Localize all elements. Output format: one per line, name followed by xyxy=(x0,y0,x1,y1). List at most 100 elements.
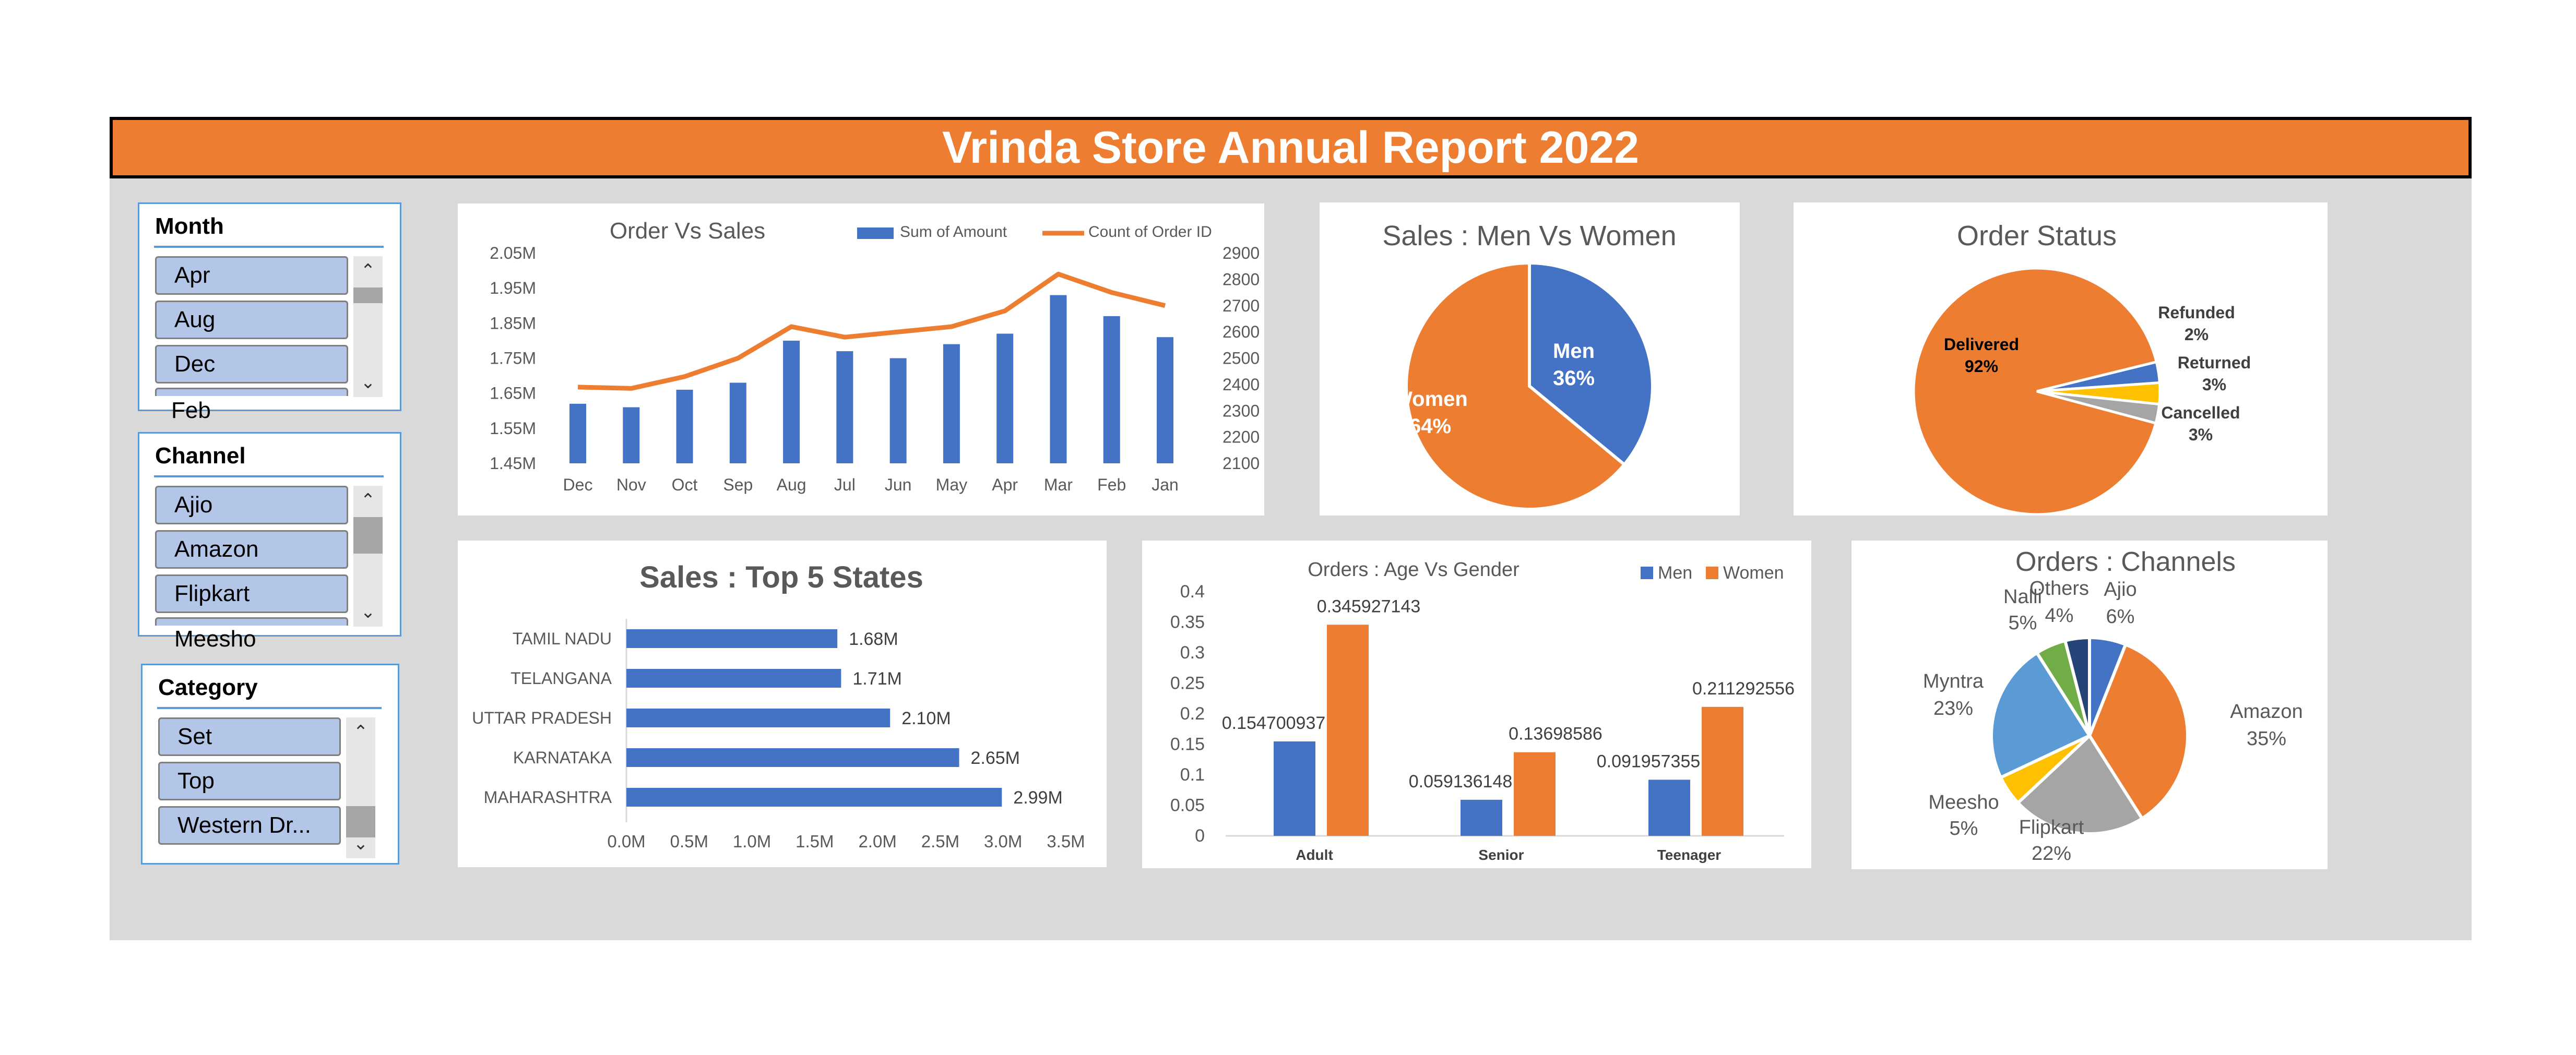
x-tick-label: Jun xyxy=(885,475,912,494)
legend-swatch-amount xyxy=(857,227,894,239)
slicer-item-meesho[interactable]: Meesho xyxy=(174,626,256,652)
x-tick-label: Jan xyxy=(1152,475,1179,494)
x-tick-label: 2.0M xyxy=(858,832,896,851)
status-slice xyxy=(1912,267,2158,516)
scrollbar-thumb[interactable] xyxy=(346,806,375,837)
chevron-down-icon[interactable]: ⌄ xyxy=(360,602,376,622)
chevron-down-icon[interactable]: ⌄ xyxy=(360,373,376,392)
scrollbar-thumb[interactable] xyxy=(353,517,383,554)
slicer-item-partial[interactable] xyxy=(155,388,348,396)
legend-label-amount: Sum of Amount xyxy=(900,223,1007,241)
data-label: Delivered xyxy=(1944,335,2019,354)
channel-slice xyxy=(2015,733,2144,835)
bar-sales xyxy=(729,382,746,463)
month-slicer: Month Apr Aug Dec ⌃ ⌄ xyxy=(138,202,401,411)
chevron-up-icon[interactable]: ⌃ xyxy=(360,490,376,510)
divider xyxy=(154,246,384,248)
bar-sales xyxy=(1103,316,1120,463)
order-vs-sales-chart: Order Vs Sales Sum of Amount Count of Orde… xyxy=(490,218,1260,494)
data-label: 2.65M xyxy=(971,748,1020,768)
y-left-tick-label: 1.85M xyxy=(490,314,536,332)
scrollbar[interactable]: ⌃ ⌄ xyxy=(353,486,383,627)
data-label: Others xyxy=(2029,578,2089,600)
legend-label-men: Men xyxy=(1658,563,1692,583)
slicer-item-partial[interactable] xyxy=(155,617,348,626)
slicer-item-apr[interactable]: Apr xyxy=(155,256,348,295)
y-right-tick-label: 2700 xyxy=(1222,296,1260,315)
bar-state xyxy=(626,669,841,688)
y-right-tick-label: 2200 xyxy=(1222,428,1260,447)
bar-women xyxy=(1327,625,1369,836)
bar-sales xyxy=(783,340,800,463)
channel-slice xyxy=(2087,642,2189,821)
x-tick-label: 3.5M xyxy=(1047,832,1085,851)
bar-sales xyxy=(943,344,960,463)
data-label: 92% xyxy=(1965,357,1998,376)
y-tick-label: KARNATAKA xyxy=(513,748,612,767)
y-left-tick-label: 1.75M xyxy=(490,349,536,368)
x-tick-label: Teenager xyxy=(1657,847,1722,863)
slicer-title: Month xyxy=(155,213,224,239)
slicer-item-flipkart[interactable]: Flipkart xyxy=(155,574,348,613)
x-tick-label: Feb xyxy=(1097,475,1126,494)
line-orders xyxy=(577,271,1166,391)
x-tick-label: Apr xyxy=(992,475,1018,494)
chevron-down-icon[interactable]: ⌄ xyxy=(353,834,369,854)
bar-women xyxy=(1514,752,1556,836)
x-tick-label: May xyxy=(936,475,967,494)
x-tick-label: Sep xyxy=(723,475,753,494)
channel-slicer: Channel Ajio Amazon Flipkart ⌃ ⌄ xyxy=(138,432,401,637)
y-tick-label: TAMIL NADU xyxy=(513,629,612,648)
slicer-item-top[interactable]: Top xyxy=(158,762,341,800)
x-tick-label: Aug xyxy=(777,475,806,494)
category-slicer: Category Set Top Western Dr... ⌃ ⌄ xyxy=(141,664,399,865)
slicer-item-ajio[interactable]: Ajio xyxy=(155,486,348,524)
data-label: 1.68M xyxy=(849,629,898,649)
slicer-item-amazon[interactable]: Amazon xyxy=(155,530,348,569)
bar-sales xyxy=(1157,337,1173,463)
data-label: Amazon xyxy=(2230,701,2302,723)
y-tick-label: 0.4 xyxy=(1180,582,1205,602)
x-tick-label: 1.5M xyxy=(796,832,834,851)
data-label: Meesho xyxy=(1928,792,1999,813)
channels-card: Orders : Channels Ajio 6% Amazon 35% Flipkart… xyxy=(1851,541,2328,869)
chevron-up-icon[interactable]: ⌃ xyxy=(360,261,376,281)
scrollbar-thumb[interactable] xyxy=(353,287,383,303)
data-label: 3% xyxy=(2202,375,2226,394)
data-label: 0.059136148 xyxy=(1409,772,1513,792)
bar-sales xyxy=(889,358,907,463)
y-left-tick-label: 1.55M xyxy=(490,419,536,438)
bar-sales xyxy=(569,403,586,463)
scrollbar[interactable]: ⌃ ⌄ xyxy=(353,256,383,397)
y-right-tick-label: 2400 xyxy=(1222,375,1260,394)
bar-sales xyxy=(996,333,1014,463)
divider xyxy=(154,475,384,477)
data-label: 5% xyxy=(1950,818,1978,840)
bar-men xyxy=(1648,780,1690,836)
y-tick-label: 0.05 xyxy=(1170,796,1205,816)
channel-slice xyxy=(2063,636,2091,736)
scrollbar[interactable]: ⌃ ⌄ xyxy=(346,717,375,858)
data-label: 1.71M xyxy=(852,669,902,689)
slicer-item-western-dress[interactable]: Western Dr... xyxy=(158,806,341,845)
x-tick-label: Dec xyxy=(563,475,593,494)
top-states-card: Sales : Top 5 States TAMIL NADU 1.68M TELAN… xyxy=(458,541,1107,867)
slicer-item-feb[interactable]: Feb xyxy=(171,398,211,423)
slicer-item-dec[interactable]: Dec xyxy=(155,345,348,383)
data-label: Women xyxy=(1393,388,1468,411)
chart-title: Order Vs Sales xyxy=(610,218,765,244)
sales-gender-chart: Sales : Men Vs Women Men 36% Women 64% xyxy=(1382,220,1677,511)
data-label: 0.091957355 xyxy=(1597,751,1701,771)
y-tick-label: 0.25 xyxy=(1170,674,1205,693)
data-label: 2.99M xyxy=(1013,788,1063,808)
slicer-item-aug[interactable]: Aug xyxy=(155,301,348,339)
slicer-item-set[interactable]: Set xyxy=(158,717,341,756)
data-label: 4% xyxy=(2045,605,2074,627)
data-label: 22% xyxy=(2032,843,2071,865)
gender-slice xyxy=(1405,261,1627,511)
chevron-up-icon[interactable]: ⌃ xyxy=(353,722,369,742)
data-label: Myntra xyxy=(1923,670,1984,692)
data-label: 3% xyxy=(2189,425,2213,444)
x-tick-label: Nov xyxy=(616,475,646,494)
bar-state xyxy=(626,748,959,767)
